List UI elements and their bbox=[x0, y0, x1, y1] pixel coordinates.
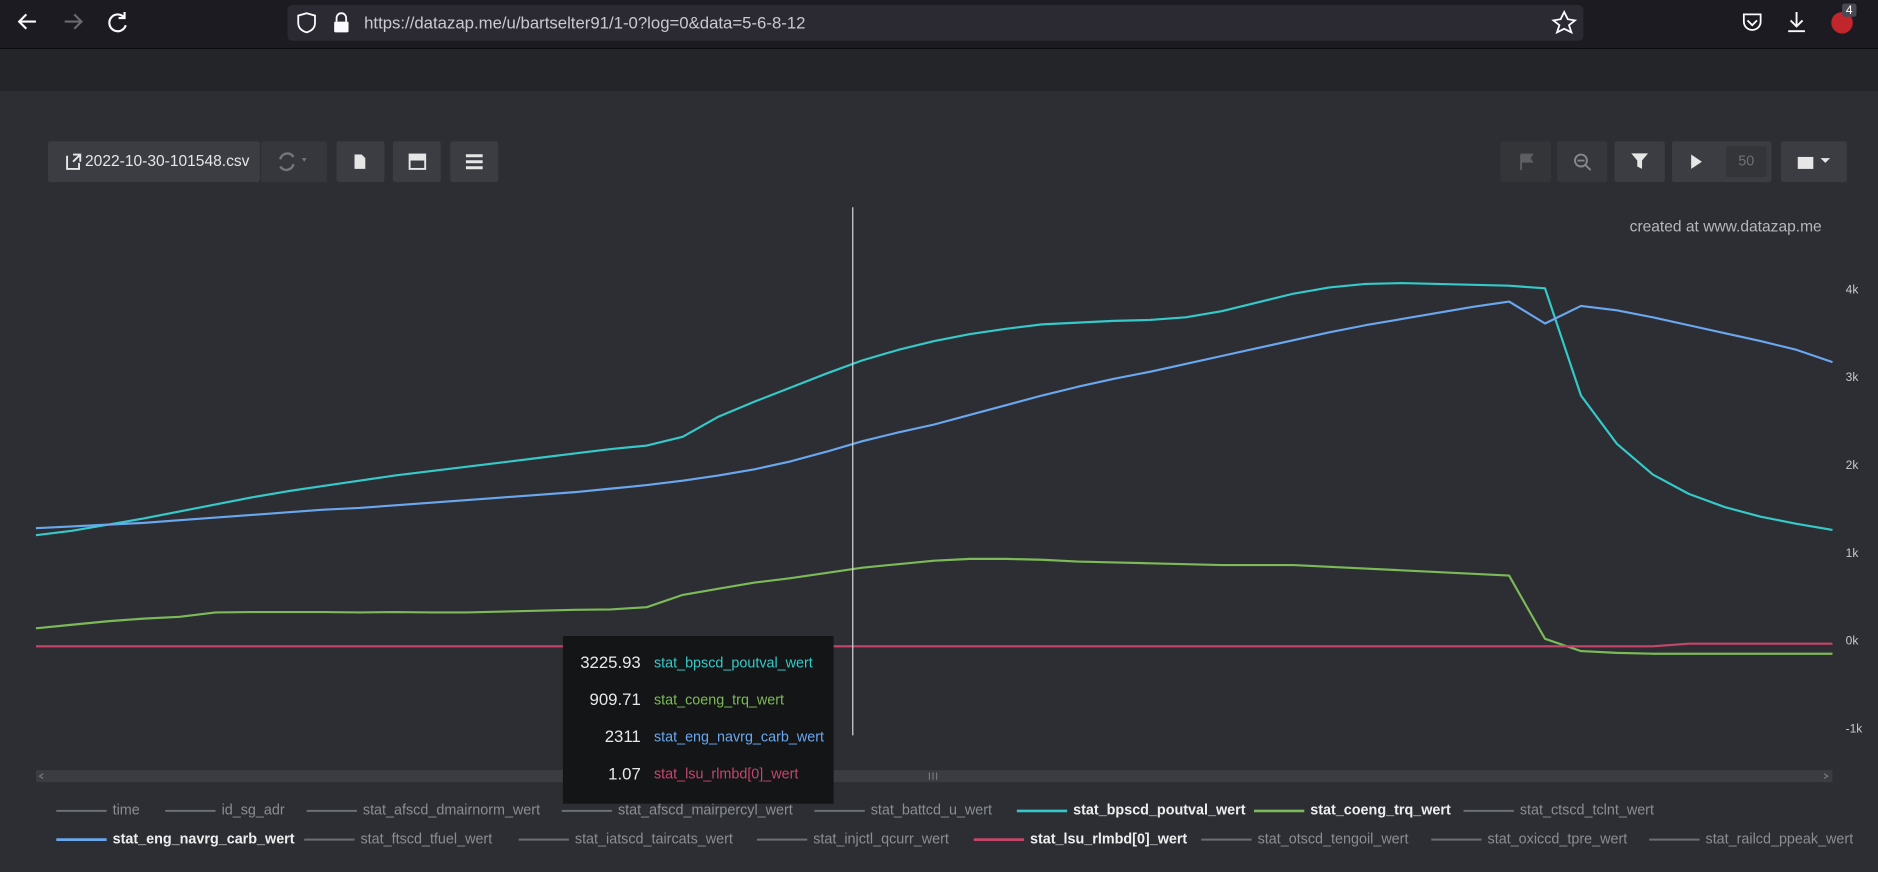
legend-item[interactable]: stat_railcd_ppeak_wert bbox=[1649, 831, 1853, 847]
scroll-grip bbox=[928, 772, 938, 780]
reload-button[interactable] bbox=[108, 12, 127, 33]
legend-label: stat_lsu_rlmbd[0]_wert bbox=[1030, 831, 1187, 847]
tooltip-box bbox=[562, 636, 834, 804]
legend-label: stat_coeng_trq_wert bbox=[1310, 803, 1451, 819]
legend-label: stat_battcd_u_wert bbox=[871, 803, 992, 819]
range-scrollbar[interactable] bbox=[35, 770, 1833, 783]
layout-button[interactable] bbox=[392, 141, 441, 183]
zoom-icon bbox=[1574, 153, 1588, 168]
legend-label: stat_oxiccd_tpre_wert bbox=[1488, 831, 1628, 847]
layout-icon-bar bbox=[409, 154, 426, 161]
y-tick-label: 4k bbox=[1846, 282, 1859, 296]
legend-label: stat_injctl_qcurr_wert bbox=[813, 831, 949, 847]
legend-item[interactable]: stat_ctscd_tclnt_wert bbox=[1463, 803, 1654, 819]
scroll-arrows bbox=[38, 773, 1829, 780]
series-line bbox=[35, 300, 1833, 530]
file-button[interactable] bbox=[47, 141, 260, 183]
legend-label: stat_ftscd_tfuel_wert bbox=[361, 831, 493, 847]
legend: time id_sg_adr stat_afscd_dmairnorm_wert st… bbox=[56, 803, 1853, 847]
zoom-button[interactable] bbox=[1557, 141, 1608, 183]
adblock-icon[interactable] bbox=[1831, 12, 1853, 34]
tooltip-series: stat_eng_navrg_carb_wert bbox=[654, 730, 824, 746]
y-tick-label: -1k bbox=[1846, 721, 1863, 735]
play-count: 50 bbox=[1738, 154, 1754, 170]
legend-label: id_sg_adr bbox=[222, 803, 285, 819]
legend-item[interactable]: stat_bpscd_poutval_wert bbox=[1016, 803, 1246, 819]
filter-icon bbox=[1631, 153, 1649, 169]
legend-label: stat_railcd_ppeak_wert bbox=[1706, 831, 1854, 847]
file-icon bbox=[66, 153, 82, 170]
url-bar[interactable] bbox=[287, 4, 1584, 41]
refresh-caret bbox=[301, 158, 307, 162]
file-name: 2022-10-30-101548.csv bbox=[85, 153, 250, 170]
export-icon bbox=[1797, 156, 1814, 169]
tooltip-series: stat_bpscd_poutval_wert bbox=[654, 655, 813, 671]
export-caret bbox=[1820, 158, 1831, 163]
y-tick-label: 3k bbox=[1846, 370, 1859, 384]
legend-label: stat_eng_navrg_carb_wert bbox=[113, 831, 295, 847]
play-button[interactable] bbox=[1691, 154, 1702, 169]
back-button[interactable] bbox=[17, 13, 36, 30]
legend-item[interactable]: stat_afscd_dmairnorm_wert bbox=[306, 803, 540, 819]
tooltip-series: stat_coeng_trq_wert bbox=[654, 692, 784, 708]
play-count-input[interactable] bbox=[1725, 146, 1767, 178]
legend-label: stat_iatscd_taircats_wert bbox=[575, 831, 733, 847]
legend-item[interactable]: stat_battcd_u_wert bbox=[814, 803, 992, 819]
legend-item[interactable]: stat_iatscd_taircats_wert bbox=[518, 831, 733, 847]
tooltip-value: 2311 bbox=[605, 727, 641, 746]
url-text: https://datazap.me/u/bartselter91/1-0?lo… bbox=[364, 13, 805, 32]
pocket-icon[interactable] bbox=[1742, 13, 1762, 31]
tooltip-value: 909.71 bbox=[590, 690, 641, 709]
series-line bbox=[35, 282, 1833, 537]
downloads-icon[interactable] bbox=[1788, 12, 1805, 33]
watermark: created at www.datazap.me bbox=[1630, 219, 1822, 236]
tooltip: 3225.93 stat_bpscd_poutval_wert 909.71 stat… bbox=[562, 636, 834, 804]
bookmark-star[interactable] bbox=[1551, 10, 1578, 35]
site-header bbox=[0, 49, 1878, 92]
legend-item[interactable]: stat_oxiccd_tpre_wert bbox=[1431, 831, 1627, 847]
list-icon bbox=[465, 154, 483, 170]
refresh-icon bbox=[279, 152, 295, 172]
legend-label: time bbox=[113, 803, 140, 819]
series-line bbox=[35, 642, 1833, 648]
series-line bbox=[35, 557, 1833, 655]
legend-label: stat_ctscd_tclnt_wert bbox=[1520, 803, 1654, 819]
shield-icon[interactable] bbox=[297, 12, 316, 34]
forward-button[interactable] bbox=[64, 13, 83, 30]
legend-label: stat_otscd_tengoil_wert bbox=[1258, 831, 1409, 847]
lock-icon[interactable] bbox=[334, 21, 349, 33]
legend-item[interactable]: stat_eng_navrg_carb_wert bbox=[56, 831, 295, 847]
tooltip-value: 1.07 bbox=[608, 764, 641, 783]
tooltip-series: stat_lsu_rlmbd[0]_wert bbox=[654, 767, 798, 783]
legend-item[interactable]: stat_ftscd_tfuel_wert bbox=[304, 831, 492, 847]
plot-area[interactable]: -1k 0k 1k 2k 3k 4k bbox=[35, 207, 1863, 735]
legend-item[interactable]: stat_lsu_rlmbd[0]_wert bbox=[973, 831, 1188, 847]
legend-label: stat_afscd_mairpercyl_wert bbox=[618, 803, 793, 819]
refresh-button[interactable] bbox=[261, 141, 327, 183]
document-icon bbox=[354, 154, 366, 169]
legend-label: stat_bpscd_poutval_wert bbox=[1073, 803, 1246, 819]
legend-item[interactable]: stat_injctl_qcurr_wert bbox=[756, 831, 949, 847]
y-tick-label: 2k bbox=[1846, 458, 1859, 472]
tooltip-value: 3225.93 bbox=[580, 653, 641, 672]
legend-item[interactable]: stat_otscd_tengoil_wert bbox=[1201, 831, 1408, 847]
legend-label: stat_afscd_dmairnorm_wert bbox=[363, 803, 540, 819]
adblock-badge-count: 4 bbox=[1846, 3, 1853, 17]
legend-item[interactable]: id_sg_adr bbox=[165, 803, 285, 819]
export-button[interactable] bbox=[1780, 141, 1847, 183]
legend-item[interactable]: stat_afscd_mairpercyl_wert bbox=[561, 803, 793, 819]
legend-item[interactable]: time bbox=[56, 803, 140, 819]
adblock-badge bbox=[1842, 3, 1857, 17]
flag-icon bbox=[1520, 153, 1534, 171]
legend-item[interactable]: stat_coeng_trq_wert bbox=[1253, 803, 1451, 819]
zoom-icon-handle bbox=[1577, 159, 1592, 171]
chrome-border bbox=[0, 47, 1878, 50]
y-tick-label: 0k bbox=[1846, 634, 1859, 648]
lock-shackle bbox=[335, 12, 348, 22]
y-tick-label: 1k bbox=[1846, 546, 1859, 560]
